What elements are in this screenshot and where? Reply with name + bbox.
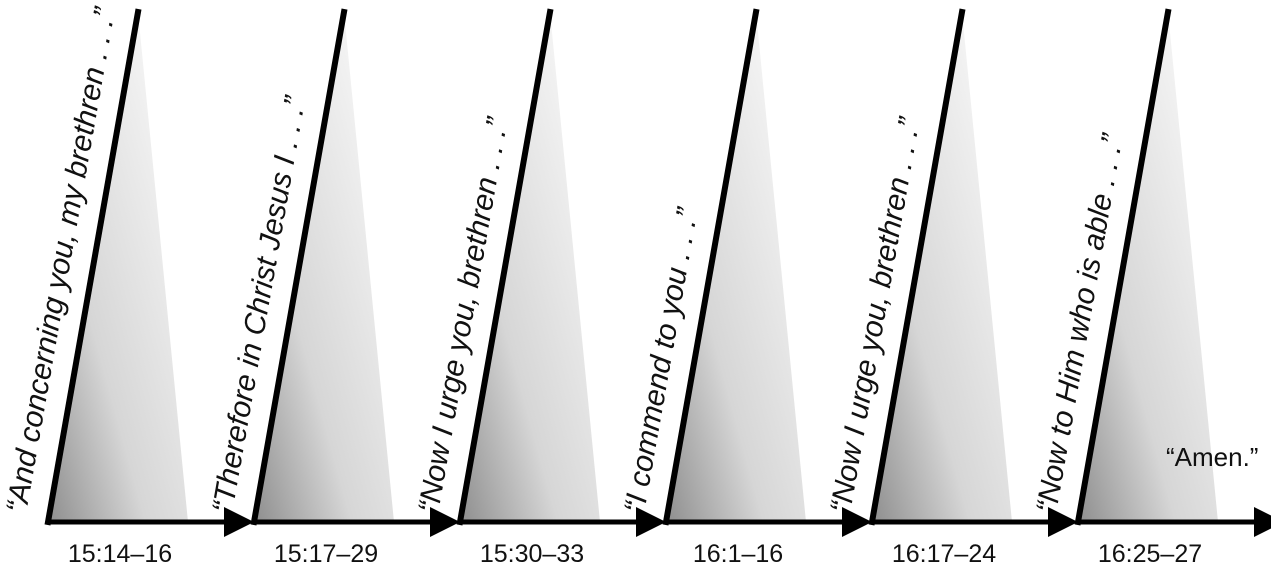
panel-wedge (460, 12, 600, 522)
arrowhead-icon (636, 507, 666, 537)
panel-wedge (872, 12, 1012, 522)
panel: “Now to Him who is able . . .”16:25–27 (1030, 8, 1271, 568)
panel-reference: 15:14–16 (68, 540, 172, 568)
panel-wedge (254, 12, 394, 522)
panel-reference: 16:17–24 (892, 540, 996, 568)
arrowhead-icon (430, 507, 460, 537)
panel-reference: 15:17–29 (274, 540, 378, 568)
arrowhead-icon (1254, 507, 1271, 537)
amen-note: “Amen.” (1166, 442, 1258, 472)
panel-slant-line (456, 8, 554, 526)
panels-group: “And concerning you, my brethren . . .”1… (0, 3, 1271, 568)
arrowhead-icon (1048, 507, 1078, 537)
panel-wedge (666, 12, 806, 522)
panel-slant-line (868, 8, 966, 526)
arrowhead-icon (224, 507, 254, 537)
panel-wedge (1078, 12, 1218, 522)
panel-reference: 15:30–33 (480, 540, 584, 568)
panel-wedge (48, 12, 188, 522)
panel-slant-line (1074, 8, 1172, 526)
panel-slant-line (662, 8, 760, 526)
arrowhead-icon (842, 507, 872, 537)
panel: “Therefore in Christ Jesus I . . .”15:17… (206, 8, 460, 568)
panel-reference: 16:25–27 (1098, 540, 1202, 568)
panel-slant-line (250, 8, 348, 526)
panel-slant-line (44, 8, 142, 526)
panel-reference: 16:1–16 (693, 540, 783, 568)
